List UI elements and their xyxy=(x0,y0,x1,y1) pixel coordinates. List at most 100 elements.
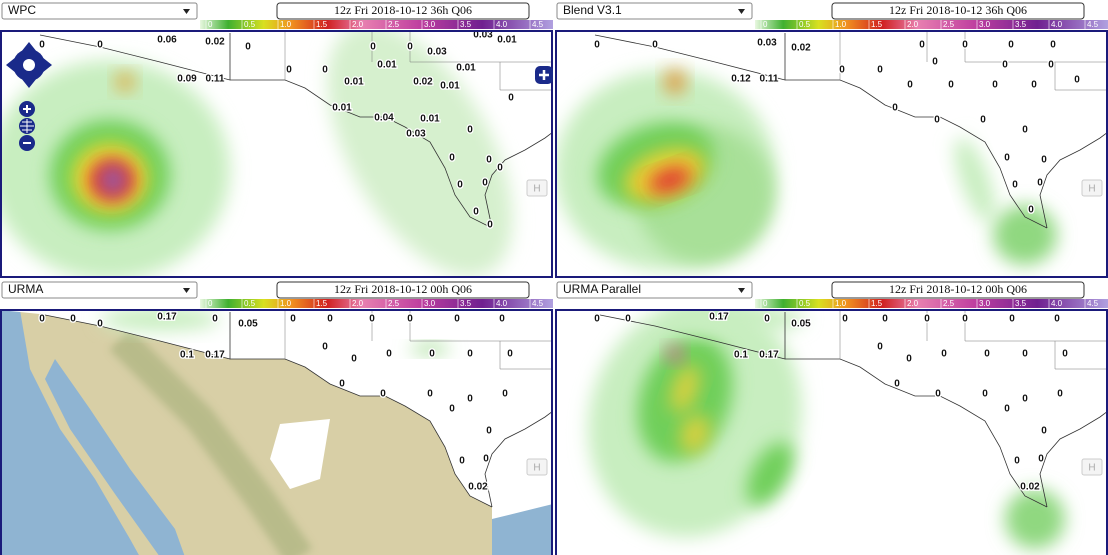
station-value: 0 xyxy=(1062,349,1068,360)
precip-area xyxy=(327,31,513,277)
state-lines xyxy=(284,31,552,91)
station-value: 0 xyxy=(286,65,292,76)
pan-center[interactable] xyxy=(23,59,35,71)
station-value: 0 xyxy=(1037,178,1043,189)
station-value: 0 xyxy=(919,40,925,51)
colorbar-label: 4.5 xyxy=(1087,299,1099,308)
colorbar-label: 4.0 xyxy=(496,299,508,308)
station-value: 0 xyxy=(1038,454,1044,465)
model-select[interactable] xyxy=(556,281,753,299)
station-value: 0 xyxy=(327,314,333,325)
hide-button-label[interactable]: H xyxy=(533,184,540,195)
precip-area xyxy=(665,70,685,94)
map-frame xyxy=(555,309,1108,555)
station-value: 0 xyxy=(907,80,913,91)
colorbar-label: 4.0 xyxy=(1051,299,1063,308)
hide-button-box[interactable] xyxy=(526,179,548,197)
station-value: 0 xyxy=(369,314,375,325)
colorbar-label: 1.5 xyxy=(316,20,328,29)
border xyxy=(594,33,1048,229)
station-value: 0 xyxy=(941,349,947,360)
station-value: 0 xyxy=(842,314,848,325)
precip-area xyxy=(410,344,450,354)
colorbar-label: 1.0 xyxy=(835,299,847,308)
station-value: 0 xyxy=(449,404,455,415)
colorbar-label: 2.0 xyxy=(352,20,364,29)
us-area xyxy=(1,310,552,555)
station-value: 0 xyxy=(1028,205,1034,216)
hide-button[interactable]: H xyxy=(526,458,548,476)
station-value: 0.02 xyxy=(791,43,811,54)
colorbar-label: 1.0 xyxy=(280,20,292,29)
dropdown-arrow xyxy=(183,288,190,293)
station-value: 0 xyxy=(1014,456,1020,467)
map-panel: URMA Parallel 0 0.5 1.0 1.5 2.0 2.5 3.0 3.5 4.0 4.… xyxy=(555,281,1108,555)
colorbar-label: 2.5 xyxy=(943,20,955,29)
colorbar-label: 0.5 xyxy=(244,299,256,308)
hide-button[interactable]: H xyxy=(1081,458,1103,476)
station-value: 0 xyxy=(486,155,492,166)
station-value: 0.12 xyxy=(731,74,751,85)
colorbar-label: 1.5 xyxy=(871,299,883,308)
hide-button-label[interactable]: H xyxy=(1088,184,1095,195)
border xyxy=(594,312,1048,508)
station-value: 0.17 xyxy=(709,312,729,323)
model-select[interactable] xyxy=(1,281,198,299)
model-select[interactable] xyxy=(556,2,753,20)
colorbar xyxy=(755,20,1108,29)
pan-control[interactable] xyxy=(6,42,52,88)
station-value: 0.01 xyxy=(456,63,476,74)
station-value: 0 xyxy=(935,389,941,400)
precip-area xyxy=(648,167,692,193)
station-value: 0 xyxy=(339,379,345,390)
colorbar-label: 3.5 xyxy=(1015,299,1027,308)
station-value: 0 xyxy=(992,80,998,91)
precip-area xyxy=(100,310,220,331)
hide-button-label[interactable]: H xyxy=(533,463,540,474)
pan-arrows[interactable] xyxy=(6,42,52,88)
model-select[interactable] xyxy=(1,2,198,20)
state-lines xyxy=(284,310,552,370)
ocean xyxy=(1,310,139,555)
station-value: 0 xyxy=(1050,40,1056,51)
valid-time: 12z Fri 2018-10-12 00h Q06 xyxy=(334,282,472,296)
hide-button[interactable]: H xyxy=(526,179,548,197)
station-value: 0 xyxy=(1041,155,1047,166)
hide-button[interactable]: H xyxy=(1081,179,1103,197)
station-value: 0 xyxy=(764,314,770,325)
station-value: 0 xyxy=(370,42,376,53)
globe-icon xyxy=(20,119,34,133)
hide-button-label[interactable]: H xyxy=(1088,463,1095,474)
hide-button-box[interactable] xyxy=(1081,179,1103,197)
station-value: 0.01 xyxy=(332,103,352,114)
station-value: 0 xyxy=(407,314,413,325)
station-value: 0 xyxy=(1022,349,1028,360)
station-value: 0 xyxy=(482,178,488,189)
station-value: 0 xyxy=(508,93,514,104)
station-value: 0.05 xyxy=(791,319,811,330)
colorbar-label: 3.5 xyxy=(460,299,472,308)
station-value: 0 xyxy=(499,314,505,325)
station-value: 0.11 xyxy=(760,74,779,85)
station-value: 0 xyxy=(594,40,600,51)
station-value: 0 xyxy=(1004,153,1010,164)
colorbar-label: 2.0 xyxy=(907,299,919,308)
colorbar-label: 4.0 xyxy=(496,20,508,29)
coastline xyxy=(484,411,552,508)
model-name: URMA xyxy=(8,282,43,296)
model-name: URMA Parallel xyxy=(563,282,641,296)
colorbar-label: 2.5 xyxy=(388,299,400,308)
precip-area xyxy=(746,442,794,506)
station-value: 0 xyxy=(483,454,489,465)
station-value: 0.02 xyxy=(205,37,225,48)
station-value: 0 xyxy=(97,40,103,51)
station-value: 0.17 xyxy=(205,350,225,361)
station-value: 0.04 xyxy=(374,113,394,124)
station-value: 0 xyxy=(882,314,888,325)
map-frame xyxy=(0,309,553,555)
hide-button-box[interactable] xyxy=(1081,458,1103,476)
colorbar-label: 3.0 xyxy=(979,20,991,29)
colorbar-label: 0.5 xyxy=(799,20,811,29)
hide-button-box[interactable] xyxy=(526,458,548,476)
